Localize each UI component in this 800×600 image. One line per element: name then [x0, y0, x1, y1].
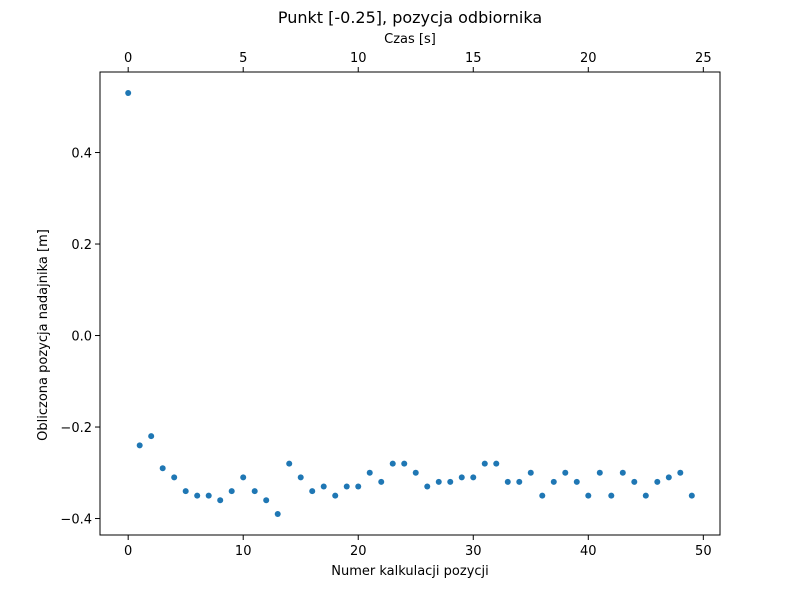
x2-tick-label: 15 [465, 51, 482, 66]
data-point [665, 474, 672, 481]
x-tick-label: 40 [580, 544, 597, 559]
data-points [125, 90, 695, 517]
data-point [297, 474, 304, 481]
x2-tick-label: 25 [695, 51, 712, 66]
data-point [136, 442, 143, 449]
data-point [263, 497, 270, 504]
x-tick-label: 50 [695, 544, 712, 559]
data-point [447, 478, 454, 485]
y-axis-label: Obliczona pozycja nadajnika [m] [36, 229, 51, 441]
data-point [251, 488, 258, 495]
data-point [182, 488, 189, 495]
data-point [516, 478, 523, 485]
data-point [481, 460, 488, 467]
data-point [631, 478, 638, 485]
x-tick-label: 20 [350, 544, 367, 559]
data-point [550, 478, 557, 485]
plot-frame [99, 71, 721, 536]
x2-tick-label: 0 [124, 51, 132, 66]
x-axis-label: Numer kalkulacji pozycji [331, 564, 489, 579]
x-tick-label: 30 [465, 544, 482, 559]
chart-title: Punkt [-0.25], pozycja odbiornika [278, 8, 542, 27]
y-tick-label: −0.4 [60, 513, 92, 528]
data-point [562, 469, 569, 476]
data-point [159, 465, 166, 472]
data-point [573, 478, 580, 485]
data-point [274, 510, 281, 517]
data-point [458, 474, 465, 481]
data-point [366, 469, 373, 476]
y-tick-label: −0.2 [60, 421, 92, 436]
data-point [125, 90, 132, 97]
y-tick-label: 0.2 [71, 238, 92, 253]
y-tick-label: 0.0 [71, 330, 92, 345]
data-point [228, 488, 235, 495]
axis-ticks: 0 10 20 30 40 50 0 5 10 15 20 25 −0.4 −0.2 0.0 0.2 0.4 [60, 51, 711, 559]
data-point [171, 474, 178, 481]
data-point [596, 469, 603, 476]
data-point [654, 478, 661, 485]
x2-tick-label: 5 [239, 51, 247, 66]
x-tick-label: 0 [124, 544, 132, 559]
data-point [608, 492, 615, 499]
data-point [435, 478, 442, 485]
data-point [355, 483, 362, 490]
data-point [194, 492, 201, 499]
data-point [148, 433, 155, 440]
data-point [343, 483, 350, 490]
data-point [240, 474, 247, 481]
data-point [424, 483, 431, 490]
data-point [619, 469, 626, 476]
data-point [217, 497, 224, 504]
data-point [332, 492, 339, 499]
data-point [412, 469, 419, 476]
data-point [401, 460, 408, 467]
data-point [688, 492, 695, 499]
x2-axis-label: Czas [s] [384, 32, 436, 47]
data-point [378, 478, 385, 485]
data-point [585, 492, 592, 499]
data-point [309, 488, 316, 495]
data-point [527, 469, 534, 476]
data-point [205, 492, 212, 499]
data-point [389, 460, 396, 467]
data-point [470, 474, 477, 481]
data-point [286, 460, 293, 467]
data-point [504, 478, 511, 485]
data-point [320, 483, 327, 490]
x2-tick-label: 10 [350, 51, 367, 66]
x-tick-label: 10 [235, 544, 252, 559]
x2-tick-label: 20 [580, 51, 597, 66]
y-tick-label: 0.4 [71, 147, 92, 162]
data-point [642, 492, 649, 499]
data-point [539, 492, 546, 499]
data-point [493, 460, 500, 467]
data-point [677, 469, 684, 476]
